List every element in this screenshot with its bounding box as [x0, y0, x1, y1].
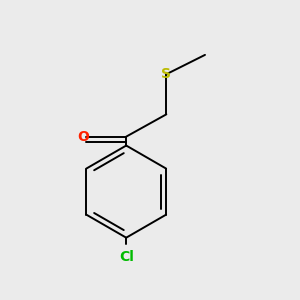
Text: Cl: Cl: [119, 250, 134, 264]
Text: O: O: [77, 130, 89, 144]
Text: S: S: [161, 67, 171, 81]
